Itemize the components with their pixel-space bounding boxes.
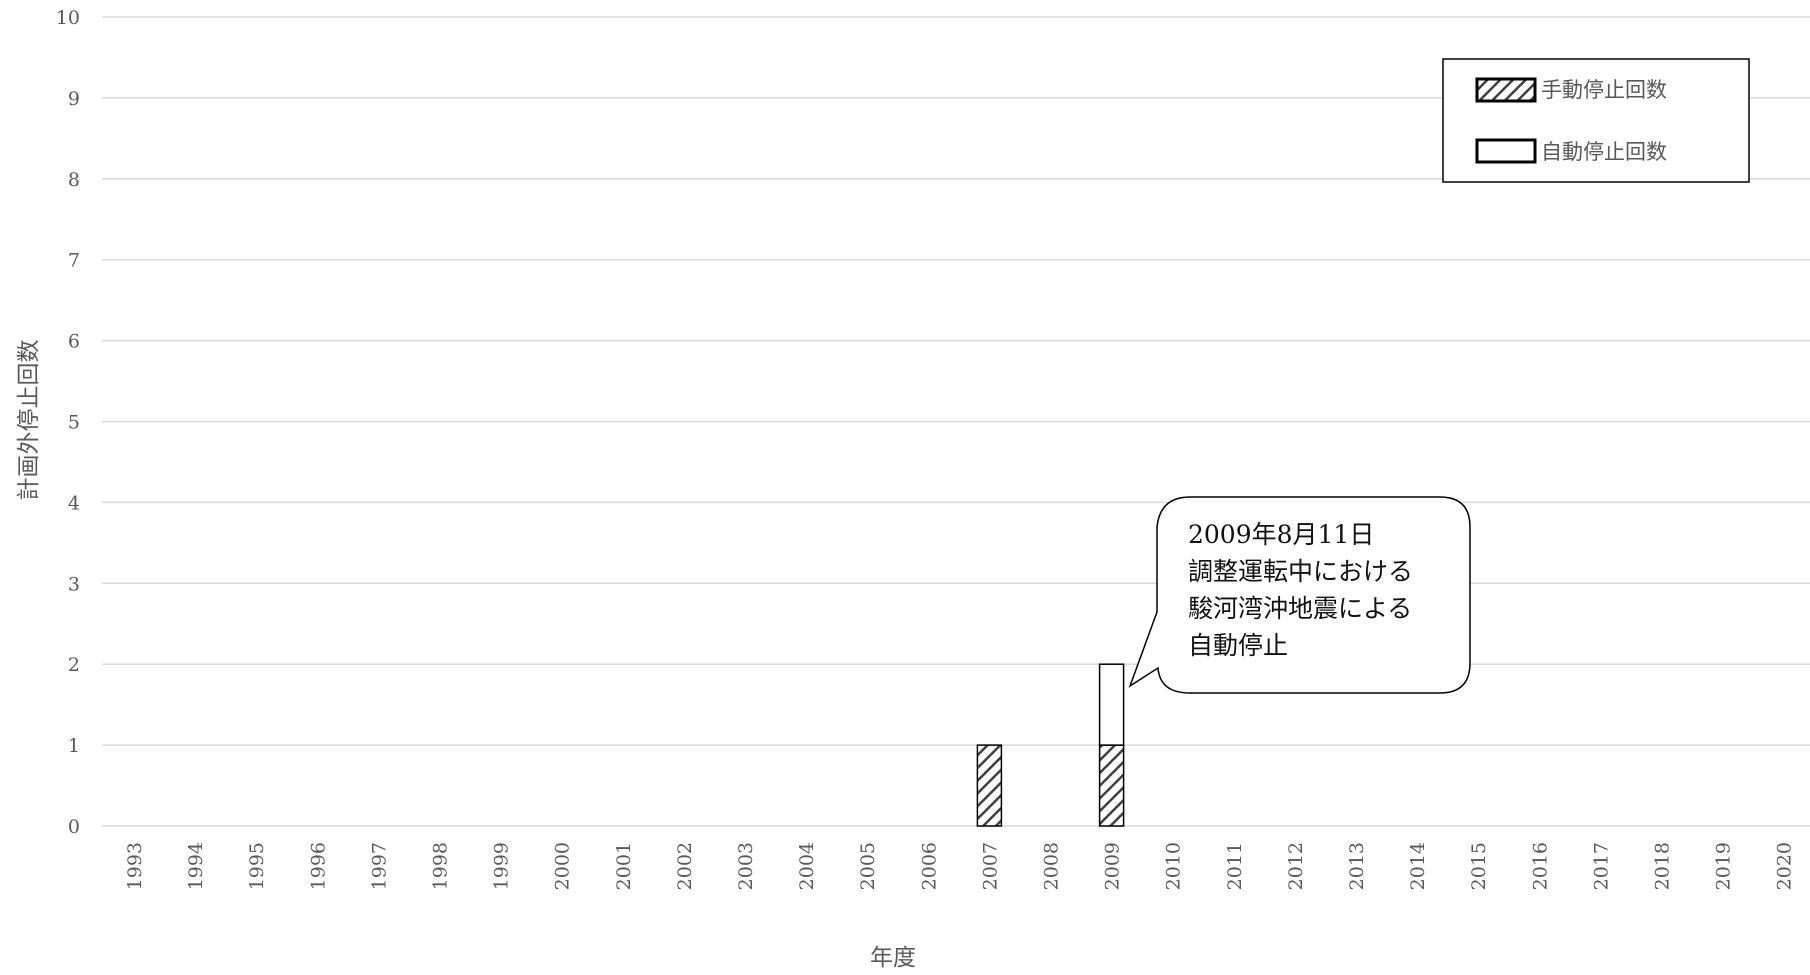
x-tick-label: 2000 xyxy=(552,842,574,890)
callout-line-2: 調整運転中における xyxy=(1188,557,1413,586)
x-tick-labels: 1993 1994 1995 1996 1997 1998 1999 2000 2001 2002… xyxy=(124,842,1796,890)
x-axis-title: 年度 xyxy=(870,945,916,971)
y-tick-label: 2 xyxy=(68,654,80,676)
x-tick-label: 2016 xyxy=(1529,842,1551,890)
legend-label-automatic: 自動停止回数 xyxy=(1541,140,1667,164)
x-tick-label: 1998 xyxy=(430,842,452,890)
x-tick-label: 2015 xyxy=(1468,842,1490,890)
x-tick-label: 2011 xyxy=(1224,842,1246,890)
legend: 手動停止回数 自動停止回数 xyxy=(1442,58,1750,183)
x-tick-label: 1999 xyxy=(491,842,513,890)
callout-line-1: 2009年8月11日 xyxy=(1188,520,1374,549)
bar-automatic-stop xyxy=(1098,663,1125,746)
x-tick-label: 2001 xyxy=(613,842,635,890)
x-tick-label: 2006 xyxy=(918,842,940,890)
bars xyxy=(976,663,1125,827)
y-tick-label: 10 xyxy=(56,7,80,29)
legend-label-manual: 手動停止回数 xyxy=(1541,78,1667,102)
x-tick-label: 2003 xyxy=(735,842,757,890)
x-tick-label: 2007 xyxy=(979,842,1001,890)
y-tick-label: 5 xyxy=(68,412,80,434)
x-tick-label: 2020 xyxy=(1774,842,1796,890)
callout-bubble xyxy=(1128,496,1471,694)
x-tick-label: 2005 xyxy=(857,842,879,890)
y-tick-label: 8 xyxy=(68,169,80,191)
x-tick-label: 1993 xyxy=(124,842,146,890)
y-tick-labels: 0 1 2 3 4 5 6 7 8 9 10 xyxy=(56,7,80,838)
y-tick-label: 4 xyxy=(68,492,80,514)
y-axis-title: 計画外停止回数 xyxy=(16,340,42,501)
legend-swatch-manual xyxy=(1475,77,1537,103)
callout-line-3: 駿河湾沖地震による xyxy=(1188,594,1412,623)
x-tick-label: 2004 xyxy=(796,842,818,890)
annotation-callout: 2009年8月11日 調整運転中における 駿河湾沖地震による 自動停止 xyxy=(1128,496,1471,694)
x-tick-label: 1994 xyxy=(185,842,207,890)
bar-manual-stop xyxy=(1098,744,1125,827)
y-tick-label: 7 xyxy=(68,250,80,272)
x-tick-label: 1996 xyxy=(307,842,329,890)
y-tick-label: 9 xyxy=(68,88,80,110)
y-tick-label: 0 xyxy=(68,816,80,838)
x-tick-label: 2018 xyxy=(1652,842,1674,890)
y-tick-label: 6 xyxy=(68,331,80,353)
x-tick-label: 2012 xyxy=(1285,842,1307,890)
bar-manual-stop xyxy=(976,744,1003,827)
x-tick-label: 1995 xyxy=(246,842,268,890)
y-tick-label: 3 xyxy=(68,573,80,595)
x-tick-label: 2013 xyxy=(1346,842,1368,890)
x-tick-label: 2008 xyxy=(1041,842,1063,890)
x-tick-label: 2019 xyxy=(1713,842,1735,890)
x-tick-label: 2017 xyxy=(1590,842,1612,890)
callout-line-4: 自動停止 xyxy=(1188,631,1288,660)
x-tick-label: 2009 xyxy=(1102,842,1124,890)
legend-swatch-automatic xyxy=(1475,138,1537,164)
x-tick-label: 2010 xyxy=(1163,842,1185,890)
x-tick-label: 1997 xyxy=(368,842,390,890)
y-tick-label: 1 xyxy=(68,735,80,757)
x-tick-label: 2014 xyxy=(1407,842,1429,890)
x-tick-label: 2002 xyxy=(674,842,696,890)
